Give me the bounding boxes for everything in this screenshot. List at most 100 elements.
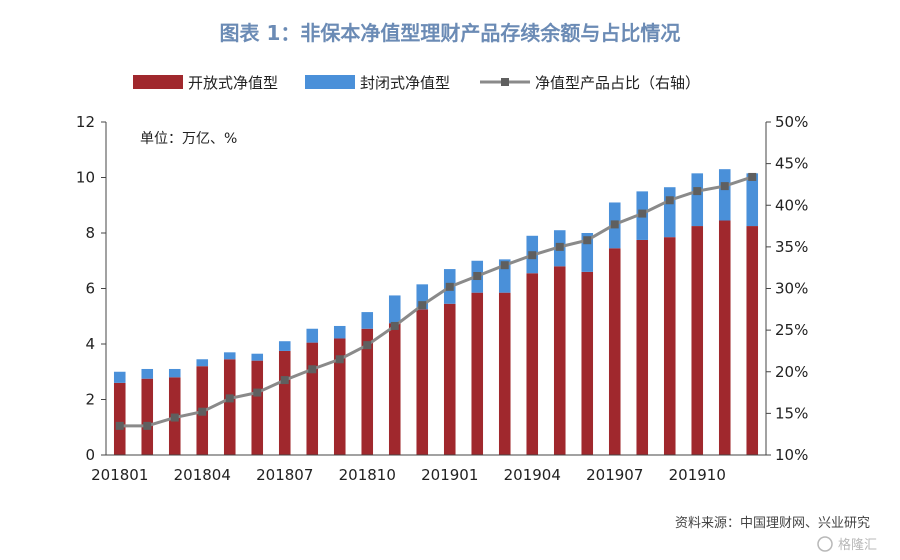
bar-closed-201801	[113, 371, 126, 383]
bar-open-201808	[306, 342, 319, 455]
bar-open-201812	[416, 309, 429, 455]
legend-label-open: 开放式净值型	[188, 74, 278, 92]
bar-closed-201911	[718, 169, 731, 221]
right-tick-label: 40%	[775, 196, 808, 214]
watermark-text: 格隆汇	[838, 537, 877, 553]
bar-open-201908	[636, 239, 649, 455]
ratio-point-201910	[693, 187, 702, 196]
right-tick-label: 50%	[775, 113, 808, 131]
right-tick-label: 35%	[775, 238, 808, 256]
ratio-point-201802	[143, 421, 152, 430]
left-tick-label: 8	[85, 224, 95, 242]
right-tick-label: 25%	[775, 321, 808, 339]
bar-open-201905	[553, 266, 566, 455]
x-tick-label: 201904	[504, 466, 561, 484]
ratio-point-201801	[115, 421, 124, 430]
bar-open-201802	[141, 378, 154, 455]
legend: 开放式净值型 封闭式净值型 净值型产品占比（右轴）	[133, 74, 700, 92]
right-tick-label: 20%	[775, 363, 808, 381]
bar-closed-201808	[306, 328, 319, 343]
bar-closed-201809	[333, 325, 346, 339]
bar-open-201805	[223, 359, 236, 455]
bar-closed-201903	[498, 259, 511, 293]
ratio-point-201811	[390, 321, 399, 330]
left-tick-label: 12	[76, 113, 95, 131]
ratio-point-201806	[253, 388, 262, 397]
bar-open-201909	[663, 237, 676, 455]
x-tick-label: 201910	[669, 466, 726, 484]
legend-label-closed: 封闭式净值型	[360, 74, 450, 92]
ratio-point-201902	[473, 272, 482, 281]
bar-open-201904	[526, 273, 539, 455]
ratio-point-201807	[280, 376, 289, 385]
x-tick-label: 201801	[91, 466, 148, 484]
ratio-point-201903	[500, 261, 509, 270]
bar-closed-201803	[168, 368, 181, 378]
ratio-point-201804	[198, 407, 207, 416]
x-tick-label: 201807	[256, 466, 313, 484]
x-tick-label: 201804	[174, 466, 231, 484]
left-tick-label: 6	[85, 280, 95, 298]
ratio-point-201912	[748, 172, 757, 181]
ratio-point-201812	[418, 301, 427, 310]
watermark-logo-icon	[817, 536, 833, 552]
right-tick-label: 15%	[775, 404, 808, 422]
bars-group	[113, 169, 759, 455]
ratio-point-201808	[308, 365, 317, 374]
bar-closed-201912	[746, 173, 759, 227]
bar-open-201807	[278, 350, 291, 455]
ratio-point-201909	[665, 196, 674, 205]
bar-open-201906	[581, 271, 594, 455]
ratio-point-201906	[583, 236, 592, 245]
legend-marker-ratio	[501, 78, 509, 86]
bar-closed-201806	[251, 353, 264, 361]
legend-swatch-open	[133, 75, 183, 89]
chart-title: 图表 1：非保本净值型理财产品存续余额与占比情况	[220, 21, 681, 45]
left-tick-label: 10	[76, 169, 95, 187]
watermark: 格隆汇	[817, 536, 877, 553]
bar-closed-201910	[691, 173, 704, 227]
bar-open-201903	[498, 292, 511, 455]
legend-label-ratio: 净值型产品占比（右轴）	[535, 74, 700, 92]
source-note: 资料来源：中国理财网、兴业研究	[675, 516, 870, 531]
bar-open-201811	[388, 323, 401, 455]
ratio-point-201905	[555, 242, 564, 251]
right-tick-label: 45%	[775, 155, 808, 173]
ratio-line	[119, 175, 753, 428]
x-tick-label: 201907	[586, 466, 643, 484]
bar-open-201809	[333, 338, 346, 455]
ratio-line-group	[115, 172, 757, 430]
bar-open-201801	[113, 382, 126, 455]
ratio-point-201904	[528, 251, 537, 260]
bar-closed-201804	[196, 359, 209, 367]
bar-open-201901	[443, 303, 456, 455]
left-tick-label: 4	[85, 335, 95, 353]
bar-open-201912	[746, 226, 759, 455]
right-tick-label: 10%	[775, 446, 808, 464]
bar-closed-201811	[388, 295, 401, 324]
bar-open-201907	[608, 248, 621, 455]
bar-open-201810	[361, 328, 374, 455]
bar-closed-201810	[361, 312, 374, 329]
ratio-point-201907	[610, 220, 619, 229]
bar-closed-201812	[416, 284, 429, 310]
bar-open-201806	[251, 360, 264, 455]
right-tick-label: 30%	[775, 280, 808, 298]
bar-closed-201802	[141, 368, 154, 379]
ratio-point-201805	[225, 394, 234, 403]
bar-closed-201807	[278, 341, 291, 351]
ratio-point-201810	[363, 341, 372, 350]
unit-label: 单位：万亿、%	[140, 131, 237, 147]
axes-group: 0 2 4 6 8 10 12 10% 15% 20% 25% 30% 35% 40% 45% 50% 2018…	[76, 113, 808, 484]
ratio-point-201809	[335, 355, 344, 364]
ratio-point-201901	[445, 282, 454, 291]
x-tick-label: 201901	[421, 466, 478, 484]
legend-swatch-closed	[305, 75, 355, 89]
bar-closed-201909	[663, 187, 676, 238]
ratio-point-201908	[638, 209, 647, 218]
ratio-point-201911	[720, 182, 729, 191]
bar-open-201911	[718, 220, 731, 455]
bar-closed-201906	[581, 233, 594, 272]
ratio-point-201803	[170, 413, 179, 422]
